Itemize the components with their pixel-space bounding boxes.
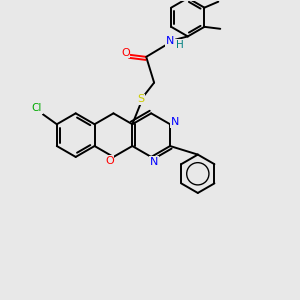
Text: O: O — [105, 156, 114, 166]
Text: O: O — [121, 48, 130, 58]
Text: N: N — [166, 36, 174, 46]
Text: S: S — [138, 94, 145, 104]
Text: N: N — [150, 157, 158, 167]
Text: Cl: Cl — [32, 103, 42, 113]
Text: H: H — [176, 40, 184, 50]
Text: N: N — [171, 117, 179, 127]
